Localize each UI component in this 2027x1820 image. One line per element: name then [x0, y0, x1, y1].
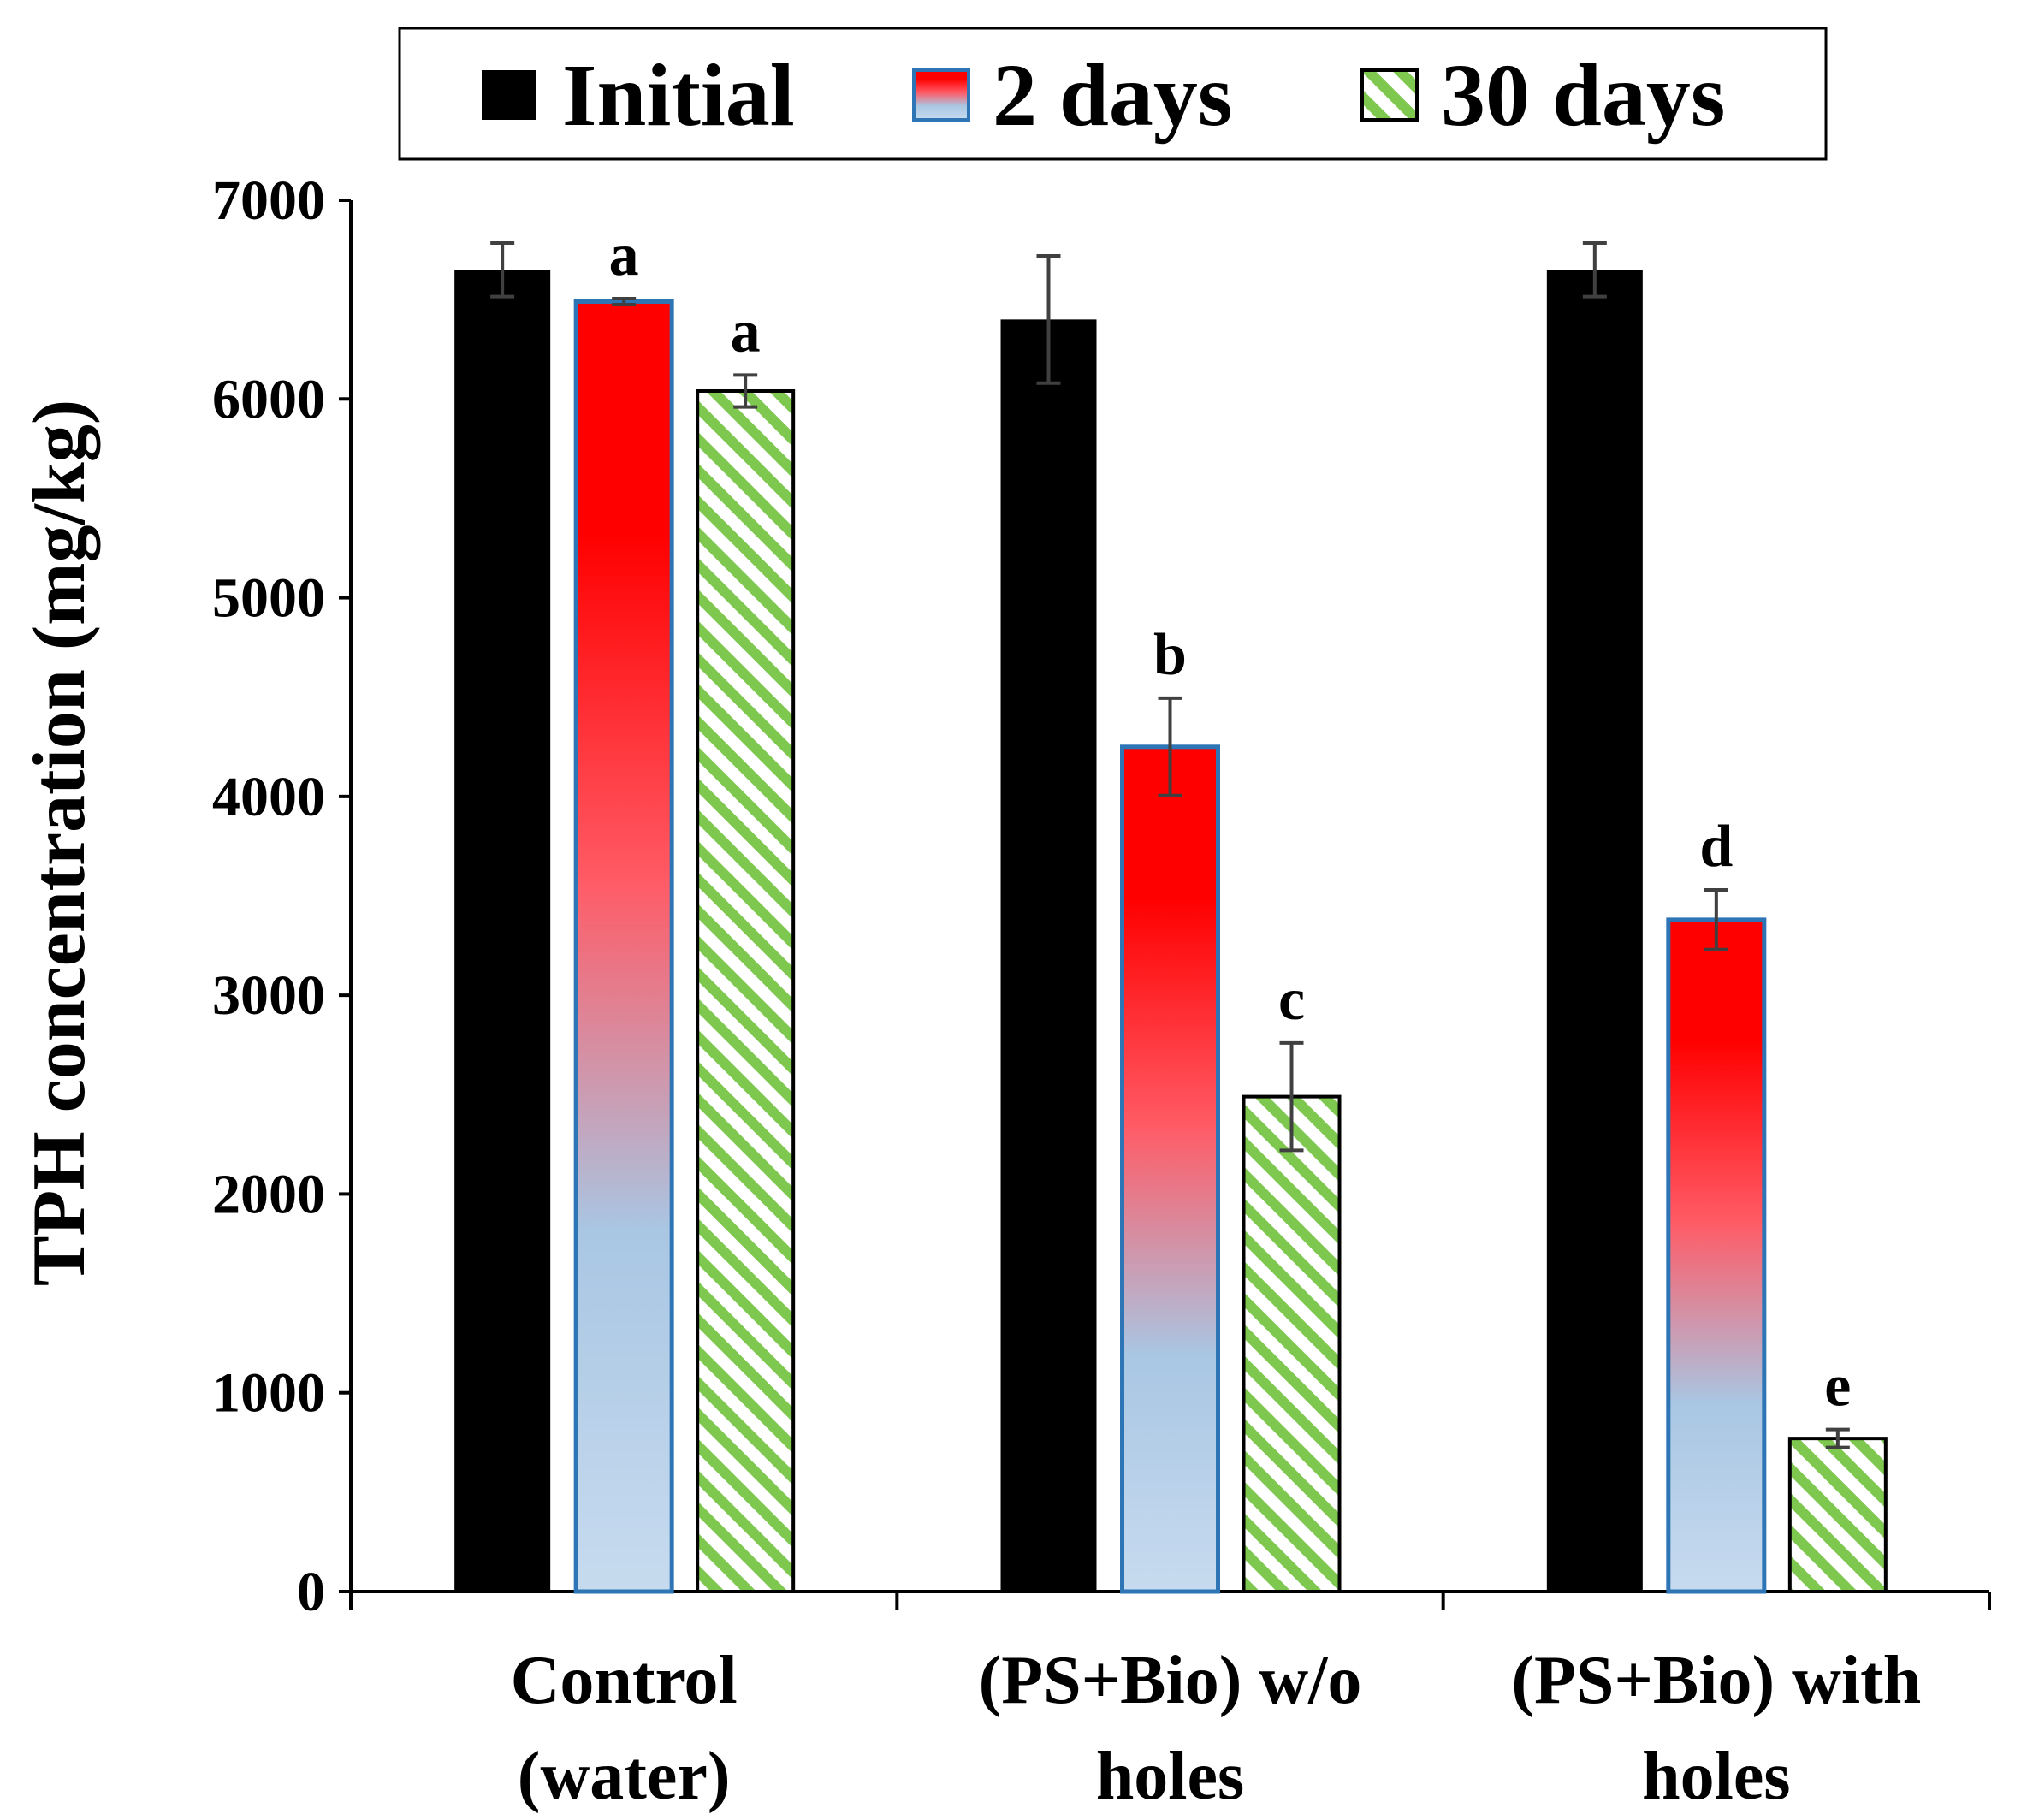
legend-label-2-days: 2 days [993, 46, 1232, 145]
legend-swatch-initial [482, 70, 536, 120]
category-label: holes [1642, 1739, 1790, 1814]
significance-label: a [731, 299, 761, 365]
category-labels: Control (water) (PS+Bio) w/o holes (PS+Bio) … [511, 1643, 1922, 1814]
y-tick-label: 6000 [212, 368, 325, 430]
error-bars [490, 240, 1850, 1449]
y-axis-title: TPH concentration (mg/kg) [18, 400, 101, 1286]
legend-label-initial: Initial [562, 46, 795, 145]
legend: Initial 2 days 30 days [398, 27, 1828, 161]
legend-swatch-30-days [1360, 68, 1419, 122]
category-label: Control [511, 1643, 738, 1718]
legend-box [398, 27, 1828, 161]
category-label: (PS+Bio) with [1511, 1643, 1921, 1718]
category-label: holes [1096, 1739, 1244, 1814]
y-tick-label: 7000 [212, 169, 325, 232]
bar-2-days-1 [573, 299, 674, 1594]
legend-label-30-days: 30 days [1441, 46, 1725, 145]
bars [454, 270, 1888, 1594]
bar-30-days-1 [696, 388, 796, 1594]
significance-label: b [1153, 622, 1187, 688]
significance-label: d [1699, 814, 1733, 880]
y-tick-label: 4000 [212, 766, 325, 828]
y-tick-label: 5000 [212, 567, 325, 630]
x-ticks [349, 1592, 1991, 1610]
y-tick-label: 2000 [212, 1163, 325, 1225]
significance-label: c [1278, 967, 1305, 1033]
y-ticks: 0 1000 2000 3000 4000 5000 6000 7000 [212, 169, 351, 1623]
bar-2-days-3 [1666, 917, 1767, 1594]
bar-initial-1 [454, 270, 551, 1592]
significance-label: e [1824, 1354, 1851, 1420]
bar-initial-2 [1000, 319, 1097, 1592]
bar-initial-3 [1546, 270, 1643, 1592]
bar-30-days-2 [1242, 1094, 1342, 1593]
bar-2-days-2 [1120, 744, 1220, 1594]
category-label: (water) [518, 1739, 731, 1814]
y-tick-label: 1000 [212, 1362, 325, 1425]
category-label: (PS+Bio) w/o [979, 1643, 1362, 1718]
significance-labels: a a b c d e [609, 222, 1852, 1420]
y-tick-label: 0 [297, 1561, 325, 1623]
y-tick-label: 3000 [212, 964, 325, 1027]
significance-label: a [609, 222, 639, 288]
legend-swatch-2-days [912, 68, 970, 122]
bar-30-days-3 [1787, 1437, 1888, 1594]
